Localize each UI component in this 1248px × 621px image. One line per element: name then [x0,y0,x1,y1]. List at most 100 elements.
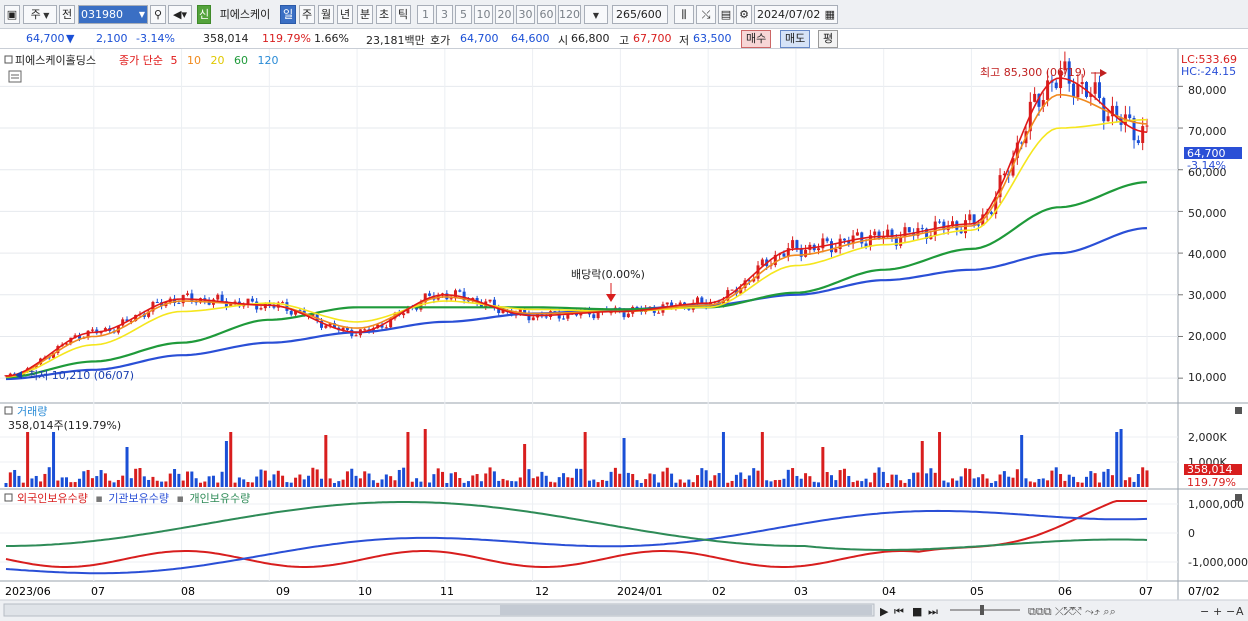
volume-bar [436,468,440,487]
save-icon[interactable]: ▤ [718,5,734,24]
zoom-in-icon[interactable]: + [1213,605,1222,618]
volume-bar [441,471,445,487]
volume-bar [652,474,656,487]
dividend-arrow-icon [606,294,616,302]
volume-ratio: 119.79% [262,32,311,45]
candle-body [1141,126,1145,143]
period-second-tab[interactable]: 초 [376,5,392,24]
volume-bar [829,475,833,487]
candle-body [972,214,976,225]
candle-body [77,335,81,339]
calculator-icon[interactable] [8,70,22,83]
volume-bar [462,482,466,487]
volume-bar [704,470,708,487]
chart-type-select[interactable]: 주 ▼ [23,5,57,24]
candle-body [462,291,466,301]
date-value: 2024/07/02 [757,8,821,21]
volume-bar [203,481,207,487]
date-input[interactable]: 2024/07/02 ▦ [754,5,838,24]
scroll-right-icon[interactable]: ▶ [880,605,889,618]
sell-button[interactable]: 매도 [780,30,811,48]
volume-bar [229,432,233,487]
volume-bar [497,480,501,487]
period-week-tab[interactable]: 주 [299,5,315,24]
candle-body [829,241,833,253]
high-arrow-icon [1100,69,1107,77]
zoom-out-icon[interactable]: − [1200,605,1209,618]
data-count-value: 265 [616,8,637,21]
interval-30[interactable]: 30 [516,5,535,24]
volume-bar [825,472,829,487]
panel-toggle-icon[interactable] [4,493,13,502]
ask-price: 64,700 [460,32,499,45]
eval-button[interactable]: 평 [818,30,839,48]
volume-bar [1054,467,1058,487]
chart-type-label: 주 [30,8,41,21]
holdings-legend: 외국인보유수량 ▪ 기관보유수량 ▪ 개인보유수량 [17,492,250,505]
font-size-icon[interactable]: − [1226,605,1235,618]
stock-chart[interactable]: 피에스케이홀딩스 종가 단순 5 10 20 60 120 LC:533.69 … [0,49,1248,621]
period-minute-tab[interactable]: 분 [357,5,373,24]
volume-bar [605,480,609,487]
volume-bar [1084,476,1088,487]
stock-code-input[interactable]: 031980 ▼ [78,5,148,24]
open-value: 66,800 [571,32,610,45]
interval-20[interactable]: 20 [495,5,514,24]
period-day-tab[interactable]: 일 [280,5,296,24]
volume-bar [847,476,851,487]
candle-body [402,313,406,316]
interval-5[interactable]: 5 [455,5,472,24]
candle-body [298,310,302,312]
interval-120[interactable]: 120 [558,5,581,24]
candle-body [855,232,859,236]
change-value: 2,100 [96,32,128,45]
x-label-10: 10 [358,585,372,598]
scrollbar-thumb[interactable] [500,605,872,615]
period-month-tab[interactable]: 월 [318,5,334,24]
candle-body [782,253,786,257]
buy-button[interactable]: 매수 [741,30,772,48]
gear-icon[interactable]: ⚙ [736,5,752,24]
candle-body [8,373,12,376]
layout-icons[interactable]: ⧉⧉⧉ ⤫⤱⤲ ⤳⤴ ⌕⌕ [1028,605,1116,618]
interval-10[interactable]: 10 [474,5,493,24]
search-icon[interactable]: ⚲ [150,5,166,24]
interval-3[interactable]: 3 [436,5,453,24]
change-arrow-icon: ▼ [66,32,75,45]
volume-bar [851,482,855,487]
stop-icon[interactable]: ■ [912,605,922,618]
volume-bar [1050,470,1054,487]
candle-body [242,305,246,307]
prev-button[interactable]: 전 [59,5,75,24]
trend-icon[interactable]: ⤯ [696,5,716,24]
zoom-slider-handle[interactable] [980,605,984,615]
speaker-icon[interactable]: ◀▾ [168,5,192,24]
volume-bar [458,477,462,487]
candle-body [825,238,829,242]
interval-1[interactable]: 1 [417,5,434,24]
ma-line-10 [5,93,1148,378]
candle-body [566,312,570,319]
interval-dropdown[interactable]: ▼ [584,5,608,24]
fast-forward-icon[interactable]: ⏭ [928,605,938,618]
candle-body [899,237,903,246]
candle-icon[interactable]: ⫼ [674,5,694,24]
candle-body [527,313,531,321]
period-tick-tab[interactable]: 틱 [395,5,411,24]
candle-body [147,311,151,317]
volume-bar [747,475,751,487]
interval-60[interactable]: 60 [537,5,556,24]
close-panel-icon[interactable] [1235,407,1242,414]
panel-toggle-icon[interactable] [4,55,13,64]
chevron-down-icon: ▼ [40,11,50,20]
close-panel-icon[interactable] [1235,494,1242,501]
panel-toggle-icon[interactable] [4,406,13,415]
rewind-icon[interactable]: ⏮ [894,605,904,618]
window-icon[interactable]: ▣ [4,5,20,24]
auto-fit-icon[interactable]: A [1236,605,1244,618]
candle-body [1033,93,1037,102]
volume-bar [683,482,687,487]
candle-body [294,310,298,315]
period-year-tab[interactable]: 년 [337,5,353,24]
data-count-input[interactable]: 265/600 [612,5,668,24]
